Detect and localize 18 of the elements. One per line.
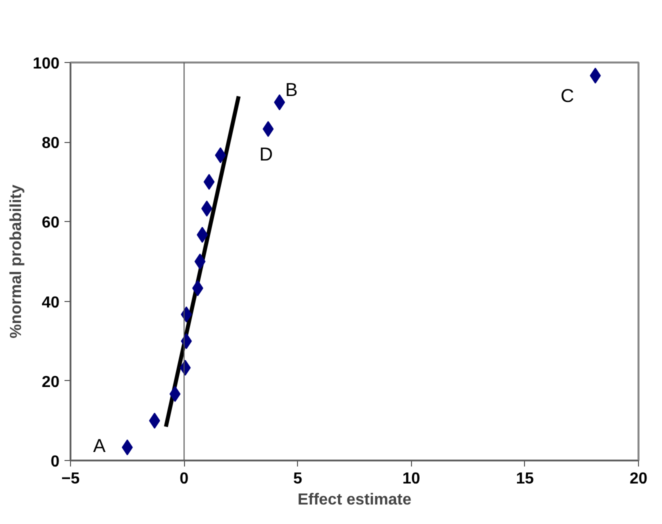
y-tick-label: 40: [42, 294, 60, 312]
y-tick-label: 60: [42, 214, 60, 232]
y-axis-title: %normal probability: [8, 184, 25, 338]
x-tick-label: 0: [180, 470, 189, 488]
x-tick-label: −5: [61, 470, 80, 488]
x-tick-label: 15: [516, 470, 534, 488]
y-tick-label: 100: [32, 56, 60, 72]
y-tick-label: 80: [42, 135, 60, 152]
annotation: B: [285, 78, 298, 100]
x-tick-label: 20: [630, 470, 648, 488]
x-axis-title: Effect estimate: [298, 492, 412, 508]
y-tick-label: 20: [42, 374, 60, 391]
annotation: C: [560, 85, 574, 106]
annotation: A: [93, 434, 106, 456]
annotation: D: [259, 143, 273, 164]
x-tick-label: 5: [293, 470, 302, 488]
x-tick-label: 10: [402, 470, 420, 488]
y-tick-label: 0: [50, 454, 60, 470]
